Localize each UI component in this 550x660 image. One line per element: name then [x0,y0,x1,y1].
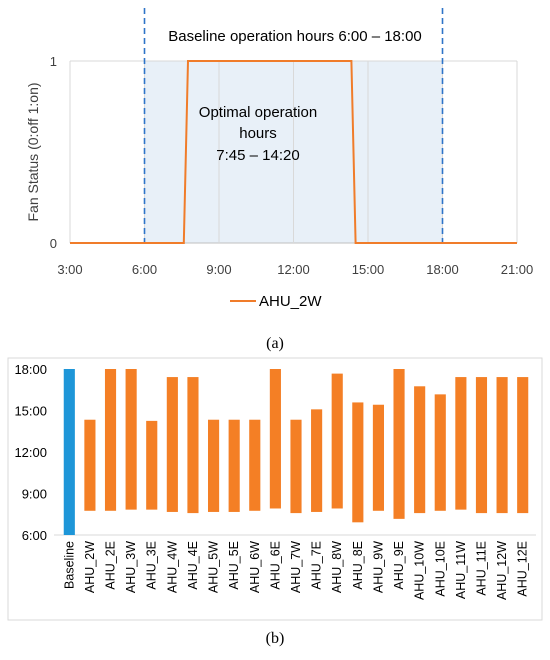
x-tick-21-00: 21:00 [501,262,534,277]
bar-ahu-10w [414,386,426,514]
category-label-ahu-12w: AHU_12W [495,541,509,600]
bar-ahu-9w [372,404,384,511]
x-tick-12-00: 12:00 [277,262,310,277]
category-label-ahu-9e: AHU_9E [392,541,406,590]
bar-ahu-11w [455,377,467,510]
category-label-ahu-11w: AHU_11W [454,541,468,599]
bar-ahu-8w [331,373,343,509]
bar-ahu-12w [496,377,508,514]
y-tick-9-00: 9:00 [22,487,47,502]
y-tick-0: 0 [50,236,57,251]
bar-ahu-11e [475,377,488,514]
bar-ahu-5w [208,419,220,512]
category-label-ahu-8e: AHU_8E [351,541,365,590]
y-tick-18-00: 18:00 [14,362,47,377]
panel-b-chart: 6:00 9:00 12:00 15:00 18:00 Baseline AHU_2W AH… [7,357,543,647]
bar-ahu-8e [352,402,364,523]
category-label-ahu-11e: AHU_11E [474,541,488,596]
panel-a-x-tick-labels: 3:00 6:00 9:00 12:00 15:00 18:00 21:00 [57,262,533,277]
panel-b-label: (b) [266,630,285,647]
category-label-ahu-2e: AHU_2E [104,541,118,590]
category-label-ahu-10e: AHU_10E [433,541,447,597]
category-label-ahu-7w: AHU_7W [289,541,303,593]
bar-ahu-4w [166,377,178,512]
bar-ahu-7e [311,409,323,512]
x-tick-6-00: 6:00 [132,262,157,277]
x-tick-3-00: 3:00 [57,262,82,277]
category-label-ahu-3w: AHU_3W [124,541,138,593]
panel-a-label: (a) [266,335,284,352]
category-label-ahu-6w: AHU_6W [248,541,262,593]
x-tick-18-00: 18:00 [426,262,459,277]
category-label-ahu-4w: AHU_4W [165,541,179,593]
bar-ahu-6e [269,369,281,509]
category-label-ahu-8w: AHU_8W [330,541,344,593]
bar-ahu-10e [434,394,446,511]
category-label-baseline: Baseline [62,541,76,589]
bar-ahu-7w [290,419,302,514]
x-tick-9-00: 9:00 [206,262,231,277]
panel-a-y-tick-labels: 01 [50,54,57,251]
panel-a-chart: 3:00 6:00 9:00 12:00 15:00 18:00 21:00 01 Fan … [25,8,533,352]
panel-b-bars [63,369,529,535]
bar-ahu-4e [187,377,199,514]
panel-b-border [7,357,543,621]
panel-b-y-tick-labels: 6:00 9:00 12:00 15:00 18:00 [14,362,47,543]
bar-ahu-3w [125,369,137,510]
optimal-hours-annotation-line-1: Optimal operation [199,104,317,121]
bar-ahu-9e [393,369,405,519]
category-label-ahu-4e: AHU_4E [186,541,200,590]
y-tick-6-00: 6:00 [22,528,47,543]
panel-b-category-labels: Baseline AHU_2W AHU_2E AHU_3W AHU_3E AHU_4W AH… [62,541,529,600]
category-label-ahu-2w: AHU_2W [83,541,97,593]
y-tick-12-00: 12:00 [14,445,47,460]
bar-baseline [63,369,75,535]
legend: AHU_2W [230,293,322,310]
x-tick-15-00: 15:00 [352,262,385,277]
bar-ahu-6w [249,419,261,511]
y-axis-label: Fan Status (0:off 1:on) [25,82,41,221]
category-label-ahu-3e: AHU_3E [145,541,159,590]
category-label-ahu-7e: AHU_7E [310,541,324,590]
legend-label-ahu-2w: AHU_2W [259,293,322,310]
bar-ahu-2e [104,369,117,511]
category-label-ahu-10w: AHU_10W [413,541,427,600]
category-label-ahu-6e: AHU_6E [268,541,282,590]
y-tick-1: 1 [50,54,57,69]
optimal-hours-annotation-line-3: 7:45 – 14:20 [216,147,299,164]
category-label-ahu-5w: AHU_5W [207,541,221,593]
bar-ahu-12e [517,377,529,514]
bar-ahu-2w [84,419,96,511]
category-label-ahu-9w: AHU_9W [371,541,385,593]
category-label-ahu-5e: AHU_5E [227,541,241,590]
bar-ahu-5e [228,419,240,512]
optimal-hours-annotation-line-2: hours [239,125,277,142]
y-tick-15-00: 15:00 [14,404,47,419]
series-line-ahu-2w [70,60,517,244]
baseline-hours-annotation: Baseline operation hours 6:00 – 18:00 [168,28,422,45]
category-label-ahu-12e: AHU_12E [516,541,530,597]
bar-ahu-3e [146,420,158,510]
